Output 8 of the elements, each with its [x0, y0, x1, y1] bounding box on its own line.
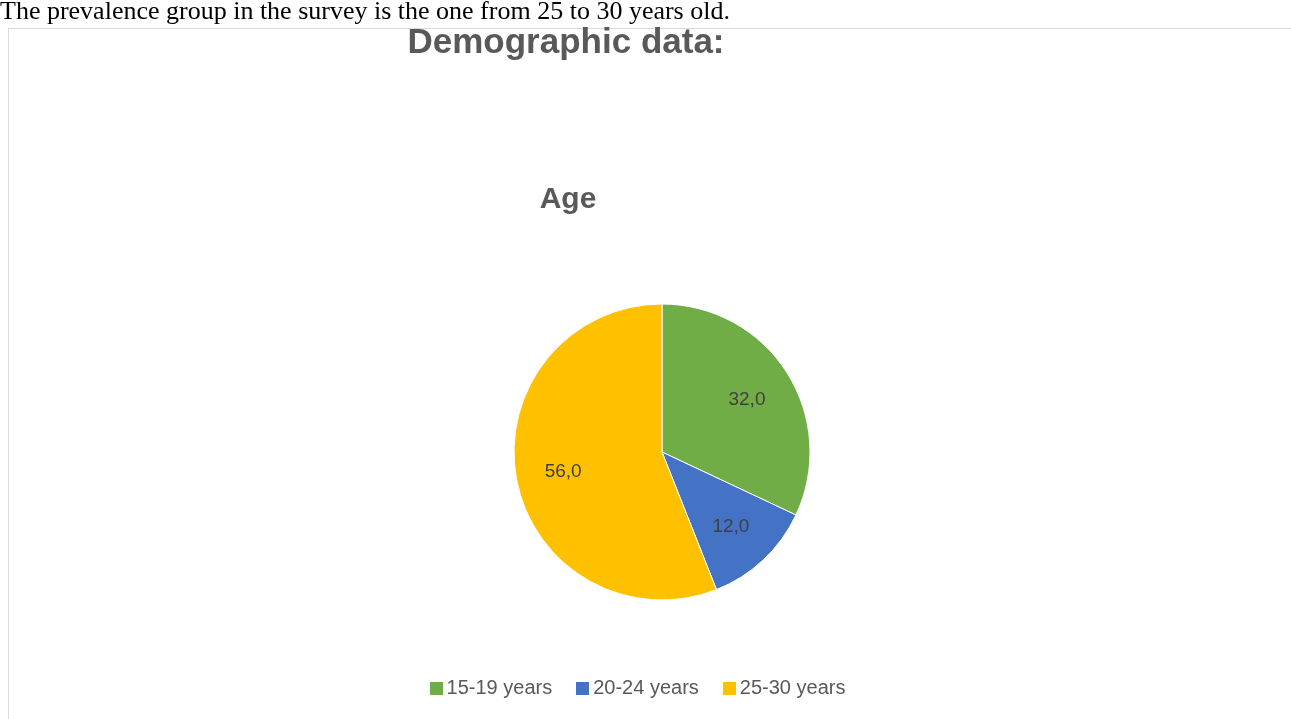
legend-label: 20-24 years	[593, 676, 699, 698]
chart-subtitle: Age	[539, 180, 597, 216]
text: The prevalence group in the survey is the one from 25 to 30 years old.	[0, 0, 730, 25]
data-label: 56,0	[544, 460, 582, 482]
legend-label: 15-19 years	[446, 676, 553, 698]
data-label: 32,0	[728, 387, 766, 409]
data-label: 12,0	[712, 514, 750, 536]
legend-label: 25-30 years	[739, 676, 846, 698]
